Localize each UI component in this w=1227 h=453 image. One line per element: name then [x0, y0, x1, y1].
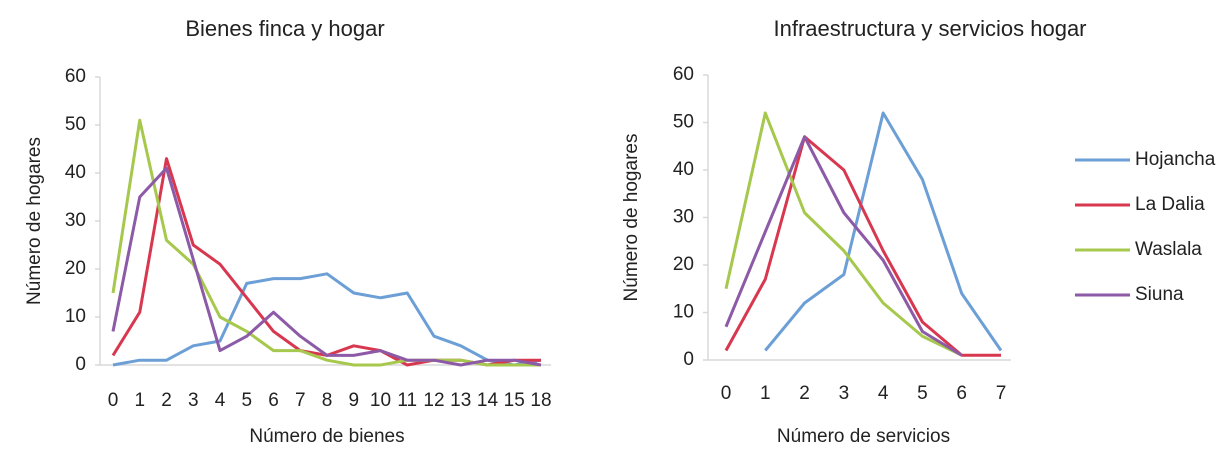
x-tick-label: 5: [241, 390, 252, 411]
series-line: [724, 135, 1001, 357]
y-tick-label: 40: [673, 159, 694, 180]
x-axis-label: Número de servicios: [777, 426, 950, 447]
series-line: [111, 157, 541, 367]
series-line: [764, 111, 1003, 352]
x-tick-label: 5: [917, 383, 928, 404]
x-tick-label: 12: [423, 390, 444, 411]
x-tick-label: 9: [348, 390, 359, 411]
x-tick-label: 2: [161, 390, 172, 411]
y-tick-label: 50: [673, 112, 694, 133]
x-tick-label: 8: [322, 390, 333, 411]
legend-label: Waslala: [1135, 239, 1202, 260]
legend-label: Siuna: [1135, 284, 1184, 305]
legend-label: Hojancha: [1135, 149, 1216, 170]
x-tick-label: 14: [477, 390, 499, 411]
x-axis-label: Número de bienes: [249, 426, 404, 447]
y-tick-label: 10: [65, 306, 86, 327]
chart-title: Infraestructura y servicios hogar: [773, 16, 1086, 41]
series-line: [111, 118, 541, 367]
chart-title: Bienes finca y hogar: [185, 16, 384, 41]
x-tick-label: 6: [268, 390, 279, 411]
x-tick-label: 2: [799, 383, 810, 404]
y-tick-label: 50: [65, 114, 86, 135]
x-tick-label: 0: [108, 390, 119, 411]
legend-label: La Dalia: [1135, 194, 1205, 215]
y-tick-label: 0: [683, 349, 694, 370]
x-tick-label: 0: [721, 383, 732, 404]
y-tick-label: 0: [75, 354, 86, 375]
x-tick-label: 18: [530, 390, 551, 411]
y-tick-label: 20: [65, 258, 86, 279]
x-tick-label: 15: [504, 390, 525, 411]
y-tick-label: 60: [65, 66, 86, 87]
y-tick-label: 20: [673, 254, 694, 275]
x-tick-label: 3: [839, 383, 850, 404]
series-line: [724, 111, 963, 357]
x-tick-label: 4: [215, 390, 226, 411]
x-tick-label: 13: [450, 390, 471, 411]
series-line: [111, 166, 542, 367]
series-line: [112, 272, 542, 367]
x-tick-label: 3: [188, 390, 199, 411]
y-tick-label: 30: [673, 207, 694, 228]
x-tick-label: 11: [397, 390, 417, 411]
x-tick-label: 7: [996, 383, 1007, 404]
x-tick-label: 10: [370, 390, 391, 411]
x-tick-label: 4: [878, 383, 889, 404]
series-line: [724, 135, 963, 357]
y-tick-label: 40: [65, 162, 86, 183]
y-axis-label: Número de hogares: [24, 137, 45, 305]
y-tick-label: 60: [673, 64, 694, 85]
x-tick-label: 1: [760, 383, 771, 404]
x-tick-label: 6: [956, 383, 967, 404]
x-tick-label: 7: [295, 390, 306, 411]
y-tick-label: 30: [65, 210, 86, 231]
y-axis-label: Número de hogares: [621, 134, 642, 302]
x-tick-label: 1: [134, 390, 145, 411]
y-tick-label: 10: [673, 302, 694, 323]
